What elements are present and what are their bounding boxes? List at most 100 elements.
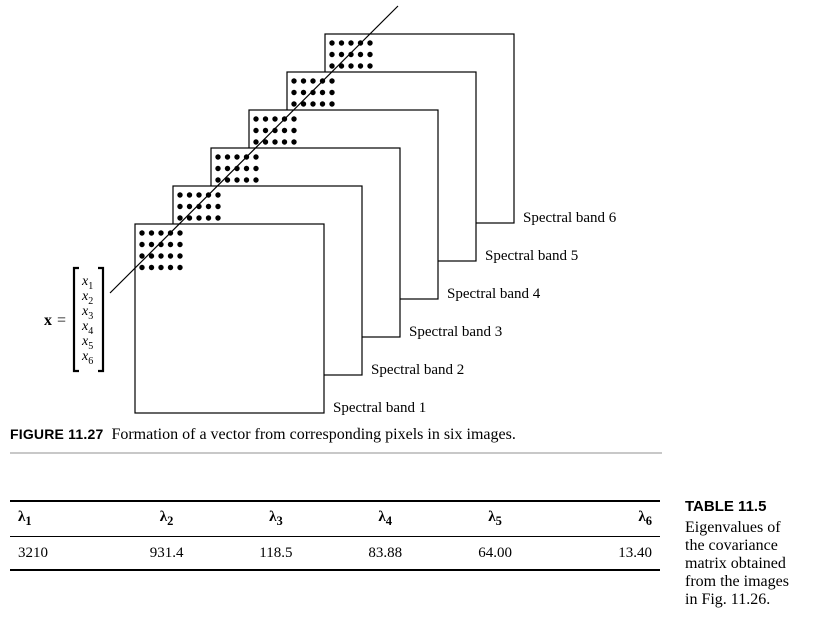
pixel-dot [148, 253, 155, 259]
pixel-dot [186, 215, 193, 221]
pixel-dot [215, 165, 221, 172]
value-lambda-1: 3210 [18, 544, 48, 561]
header-lambda-2: λ2 [159, 509, 174, 528]
pixel-dot [291, 101, 297, 107]
pixel-dot [205, 203, 212, 210]
pixel-dot [215, 215, 221, 221]
table-row: 3210 931.4 118.5 83.88 64.00 13.40 [10, 537, 660, 570]
pixel-pointer-line [109, 5, 399, 294]
pixel-dot [310, 89, 316, 96]
pixel-dot [329, 89, 335, 96]
band-label: Spectral band 1 [333, 400, 426, 416]
right-bracket [98, 266, 105, 373]
pixel-dot [234, 177, 240, 183]
eigenvalue-table: λ1 λ2 λ3 λ4 λ5 λ6 3210 931.4 118.5 83.88… [10, 500, 660, 571]
pixel-dot [139, 253, 145, 259]
table-caption-line: the covariance [685, 537, 778, 554]
pixel-dot [224, 177, 231, 183]
pixel-dot [329, 101, 335, 107]
pixel-dot [291, 89, 297, 96]
band-label: Spectral band 4 [447, 286, 541, 302]
pixel-dot [348, 51, 354, 58]
pixel-dot [186, 203, 193, 210]
table-caption-line: matrix obtained [685, 555, 786, 572]
value-lambda-5: 64.00 [478, 544, 512, 561]
pixel-dot [272, 139, 278, 145]
pixel-dot [148, 241, 155, 248]
pixel-dot [291, 78, 297, 84]
band-label: Spectral band 6 [523, 210, 617, 226]
pixel-dot [215, 203, 221, 210]
pixel-dot [186, 192, 193, 198]
table-caption: TABLE 11.5 Eigenvalues of the covariance… [685, 498, 813, 609]
pixel-dot [253, 177, 259, 183]
pixel-dot [338, 63, 345, 69]
pixel-dot [243, 177, 250, 183]
table-header-row: λ1 λ2 λ3 λ4 λ5 λ6 [10, 501, 660, 537]
figure-caption-label: FIGURE 11.27 [10, 426, 104, 442]
pixel-dot [329, 78, 335, 84]
pixel-dot [329, 40, 335, 46]
figure-caption-text: Formation of a vector from corresponding… [111, 426, 516, 443]
table-caption-label: TABLE 11.5 [685, 498, 767, 515]
pixel-dot [253, 139, 259, 145]
pixel-dot [291, 116, 297, 122]
pixel-dot [262, 116, 269, 122]
pixel-dot [338, 40, 345, 46]
equals-sign: = [57, 312, 66, 329]
spectral-band-1: Spectral band 1 [134, 223, 426, 416]
header-lambda-3: λ3 [269, 509, 283, 528]
pixel-dot [310, 101, 316, 107]
pixel-dot [253, 127, 259, 134]
pixel-dot [158, 253, 164, 259]
figure-caption: FIGURE 11.27 Formation of a vector from … [10, 426, 516, 444]
pixel-dot [139, 264, 145, 271]
value-lambda-6: 13.40 [618, 544, 652, 561]
pixel-dot [367, 63, 373, 69]
pixel-dot [243, 165, 250, 172]
pixel-dot [367, 40, 373, 46]
pixel-dot [291, 139, 297, 145]
pixel-dot [338, 51, 345, 58]
pixel-dot [291, 127, 297, 134]
pixel-dot [158, 230, 164, 236]
pixel-dot [253, 116, 259, 122]
pixel-dot [357, 51, 364, 58]
pixel-dot [205, 215, 212, 221]
pixel-dot [281, 139, 288, 145]
pixel-dot [215, 177, 221, 183]
pixel-dot [348, 63, 354, 69]
pixel-dot [148, 230, 155, 236]
pixel-dot [300, 101, 307, 107]
value-lambda-2: 931.4 [149, 544, 184, 561]
band-label: Spectral band 2 [371, 362, 464, 378]
pixel-dot [319, 89, 326, 96]
pixel-dot [357, 63, 364, 69]
pixel-dot [300, 78, 307, 84]
left-bracket [72, 266, 79, 373]
pixel-dot [253, 154, 259, 160]
pixel-dot [167, 253, 174, 259]
pixel-dot [310, 78, 316, 84]
caption-divider [10, 452, 662, 454]
pixel-dot [224, 154, 231, 160]
pixel-dot [158, 264, 164, 271]
pixel-dot [177, 253, 183, 259]
pixel-dot [329, 63, 335, 69]
pixel-dot [215, 192, 221, 198]
pixel-dot [262, 127, 269, 134]
pixel-dot [329, 51, 335, 58]
band-label: Spectral band 5 [485, 248, 578, 264]
vector-symbol: x [44, 312, 52, 329]
band-label: Spectral band 3 [409, 324, 502, 340]
pixel-dot [224, 165, 231, 172]
value-lambda-4: 83.88 [368, 544, 403, 561]
pixel-dot [262, 139, 269, 145]
pixel-dot [167, 241, 174, 248]
value-lambda-3: 118.5 [259, 544, 293, 561]
table-caption-line: from the images [685, 573, 789, 590]
header-lambda-4: λ4 [378, 509, 392, 528]
pixel-dot [348, 40, 354, 46]
band-stack-figure: Spectral band 6 Spectral band 5 Spectral b… [44, 5, 617, 416]
pixel-dot [300, 89, 307, 96]
